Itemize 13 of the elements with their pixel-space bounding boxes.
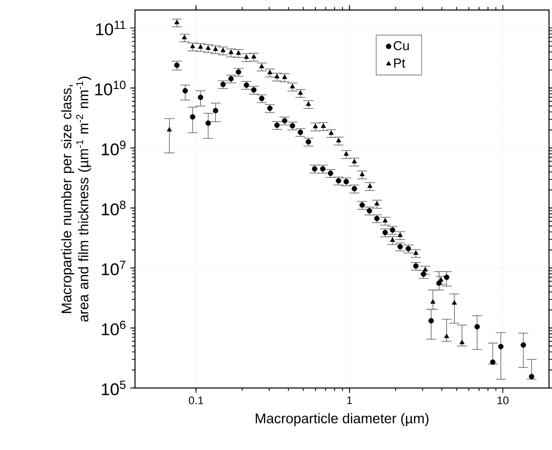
y-tick-label: 10$^{11}$ [96, 20, 126, 36]
x-axis-title: Macroparticle diameter (µm) [256, 413, 428, 426]
x-tick-label: 0.1 [188, 396, 204, 404]
legend-label: Cu [394, 41, 409, 50]
x-tick-label: 1 [347, 396, 352, 404]
y-tick-label: 10$^{7}$ [102, 260, 126, 276]
y-tick-label: 10$^{5}$ [102, 380, 126, 396]
x-tick-label: 10 [498, 396, 508, 404]
y-tick-label: 10$^{10}$ [95, 80, 126, 96]
legend-label: Pt [394, 58, 406, 68]
y-tick-label: 10$^{9}$ [102, 140, 126, 156]
y-tick-label: 10$^{6}$ [102, 320, 126, 336]
y-tick-label: 10$^{8}$ [102, 200, 126, 216]
